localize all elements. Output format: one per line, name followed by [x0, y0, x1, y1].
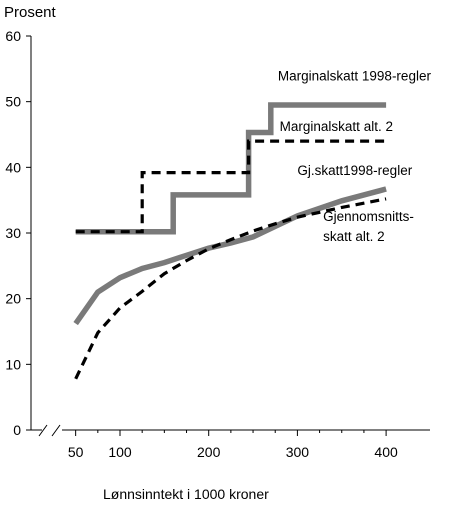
y-tick-label: 0: [13, 422, 21, 438]
y-tick-label: 40: [5, 159, 21, 175]
axis-break-mark: [51, 424, 61, 437]
x-tick-label: 200: [197, 444, 221, 460]
y-axis-label: Prosent: [4, 4, 57, 21]
x-axis-label: Lønnsinntekt i 1000 kroner: [103, 486, 269, 502]
y-tick-label: 50: [5, 94, 21, 110]
series-label: Marginalskatt 1998-regler: [278, 69, 432, 84]
axis-break-mark: [38, 424, 48, 437]
y-tick-label: 20: [5, 291, 21, 307]
series-label: Marginalskatt alt. 2: [280, 119, 393, 134]
x-tick-label: 100: [108, 444, 132, 460]
y-tick-label: 30: [5, 225, 21, 241]
series-label: Gjennomsnitts-: [323, 209, 414, 224]
y-tick-label: 60: [5, 28, 21, 44]
x-tick-label: 300: [286, 444, 310, 460]
series-label: Gj.skatt1998-regler: [297, 163, 412, 178]
annotation-layer: Marginalskatt 1998-regler Marginalskatt a…: [278, 69, 432, 244]
x-tick-label: 50: [68, 444, 84, 460]
series-line-marginalskatt-alt-2: [75, 139, 387, 234]
axes: 0 10 20 30 40 50 60 50 100 200 300 400: [5, 28, 430, 460]
series-line-gjennomsnitts-skatt-alt-2: [74, 197, 387, 380]
series-label: skatt alt. 2: [323, 229, 385, 244]
series-layer: [73, 102, 387, 380]
y-tick-label: 10: [5, 356, 21, 372]
x-tick-label: 400: [374, 444, 398, 460]
